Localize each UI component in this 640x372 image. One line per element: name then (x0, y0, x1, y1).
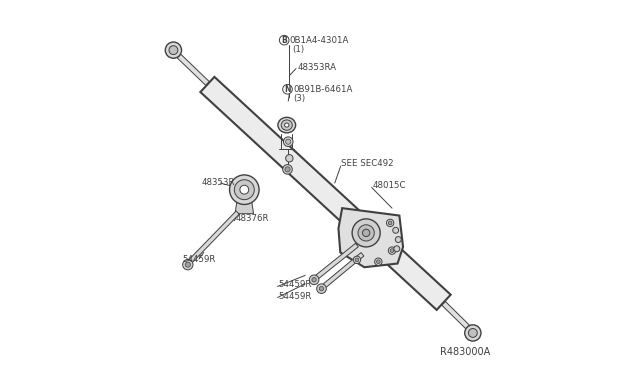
Circle shape (312, 278, 316, 282)
Circle shape (374, 258, 382, 265)
Text: 54459R: 54459R (182, 254, 216, 264)
Circle shape (285, 167, 290, 172)
Text: (3): (3) (293, 94, 305, 103)
Ellipse shape (285, 123, 289, 127)
Polygon shape (323, 253, 364, 288)
Polygon shape (339, 208, 403, 267)
Polygon shape (177, 54, 209, 85)
Polygon shape (200, 77, 451, 310)
Circle shape (465, 325, 481, 341)
Circle shape (362, 229, 370, 237)
Text: 0B91B-6461A: 0B91B-6461A (293, 85, 353, 94)
Polygon shape (188, 211, 239, 263)
Ellipse shape (278, 117, 296, 133)
Text: (1): (1) (292, 45, 305, 54)
Ellipse shape (281, 120, 292, 130)
Circle shape (353, 256, 360, 263)
Circle shape (185, 262, 191, 267)
Circle shape (165, 42, 182, 58)
Circle shape (182, 260, 193, 270)
Circle shape (358, 225, 374, 241)
Text: 48353RA: 48353RA (297, 62, 336, 72)
Circle shape (283, 84, 292, 94)
Text: 0B1A4-4301A: 0B1A4-4301A (290, 36, 349, 45)
Circle shape (309, 275, 319, 285)
Circle shape (240, 185, 249, 194)
Circle shape (390, 249, 394, 253)
Text: 54459R: 54459R (278, 280, 312, 289)
Polygon shape (315, 243, 358, 279)
Circle shape (394, 246, 400, 252)
Text: 48015C: 48015C (372, 181, 406, 190)
Circle shape (230, 175, 259, 205)
Circle shape (352, 219, 380, 247)
Circle shape (388, 221, 392, 225)
Circle shape (396, 237, 401, 243)
Circle shape (284, 137, 293, 147)
Circle shape (468, 328, 477, 337)
Polygon shape (235, 201, 253, 214)
Polygon shape (442, 302, 470, 329)
Text: 48376R: 48376R (235, 214, 269, 223)
Text: N: N (284, 85, 291, 94)
Circle shape (169, 46, 178, 55)
Circle shape (319, 286, 324, 291)
Circle shape (355, 258, 359, 262)
Text: R483000A: R483000A (440, 347, 490, 357)
Circle shape (317, 284, 326, 294)
Circle shape (285, 139, 291, 144)
Circle shape (234, 180, 254, 200)
Circle shape (376, 260, 380, 263)
Circle shape (283, 164, 292, 174)
Circle shape (388, 247, 396, 254)
Text: B: B (282, 36, 287, 45)
Circle shape (387, 219, 394, 227)
Text: SEE SEC492: SEE SEC492 (341, 159, 394, 169)
Text: 48353R: 48353R (201, 178, 235, 187)
Circle shape (393, 227, 399, 233)
Circle shape (285, 155, 293, 162)
Text: 54459R: 54459R (278, 292, 312, 301)
Circle shape (280, 35, 289, 45)
